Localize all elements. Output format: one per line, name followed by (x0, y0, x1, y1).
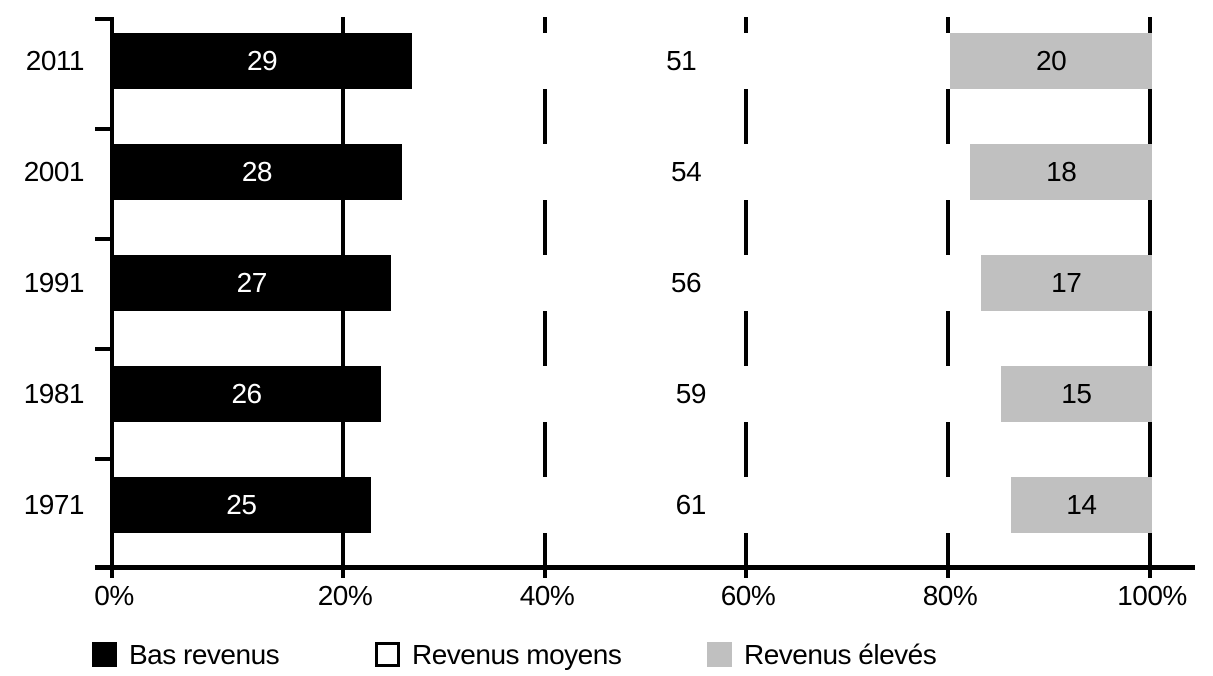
y-axis-tick (95, 237, 112, 241)
bar-value-label: 17 (1051, 267, 1082, 298)
category-label: 2001 (23, 156, 85, 187)
bar-segment-revenus-moyens: 51 (412, 33, 951, 89)
x-axis-tick-label: 40% (519, 580, 575, 611)
y-axis-tick (95, 17, 112, 21)
x-axis-tick-label: 60% (720, 580, 776, 611)
bar-value-label: 54 (671, 156, 702, 187)
bar-value-label: 27 (236, 267, 268, 298)
bar-row-2011: 2011 29 51 20 (0, 33, 1213, 89)
bar-value-label: 56 (670, 267, 702, 298)
category-label: 2011 (25, 45, 85, 76)
bar-row-2001: 2001 28 54 18 (0, 144, 1213, 200)
bar-value-label: 18 (1046, 156, 1077, 187)
x-axis-tick-label: 0% (94, 580, 134, 611)
legend-swatch-revenus-moyens (375, 642, 400, 667)
legend-label: Bas revenus (129, 639, 280, 670)
bar-value-label: 59 (675, 378, 707, 409)
bar-segment-revenus-moyens: 56 (391, 255, 981, 311)
bar-value-label: 25 (226, 489, 257, 520)
legend-label: Revenus élevés (744, 639, 937, 670)
category-label: 1971 (23, 489, 85, 520)
bar-segment-bas-revenus: 26 (112, 366, 382, 422)
bar-segment-revenus-moyens: 59 (381, 366, 1001, 422)
bar-value-label: 51 (666, 45, 697, 76)
bar-segment-bas-revenus: 29 (112, 33, 413, 89)
legend-swatch-revenus-eleves (707, 642, 732, 667)
x-axis-tick (744, 570, 748, 578)
category-label: 1991 (23, 267, 85, 298)
bar-row-1981: 1981 26 59 15 (0, 366, 1213, 422)
x-axis-line (95, 565, 1195, 570)
bar-row-1971: 1971 25 61 14 (0, 477, 1213, 533)
y-axis-tick (95, 457, 112, 461)
x-axis-tick-label: 20% (317, 580, 373, 611)
bar-segment-revenus-moyens: 61 (370, 477, 1011, 533)
bar-segment-revenus-eleves: 17 (980, 255, 1152, 311)
x-axis-tick (110, 570, 114, 578)
bar-segment-revenus-eleves: 20 (950, 33, 1152, 89)
bar-segment-bas-revenus: 25 (112, 477, 371, 533)
bar-value-label: 15 (1061, 378, 1092, 409)
bar-row-1991: 1991 27 56 17 (0, 255, 1213, 311)
bar-segment-bas-revenus: 27 (112, 255, 392, 311)
x-axis-tick-label: 100% (1117, 580, 1187, 611)
bar-segment-revenus-eleves: 14 (1010, 477, 1152, 533)
bar-segment-revenus-eleves: 15 (1000, 366, 1152, 422)
x-axis-tick (543, 570, 547, 578)
bar-value-label: 14 (1066, 489, 1097, 520)
x-axis-tick (341, 570, 345, 578)
y-axis-tick (95, 347, 112, 351)
bar-value-label: 61 (675, 489, 707, 520)
bar-value-label: 26 (231, 378, 262, 409)
bar-value-label: 29 (246, 45, 278, 76)
y-axis-tick (95, 127, 112, 131)
x-axis-tick (1148, 570, 1152, 578)
legend-label: Revenus moyens (412, 639, 622, 670)
bar-value-label: 28 (241, 156, 273, 187)
x-axis-tick (946, 570, 950, 578)
bar-segment-bas-revenus: 28 (112, 144, 402, 200)
x-axis-tick-label: 80% (922, 580, 978, 611)
legend-swatch-bas-revenus (92, 642, 117, 667)
bar-segment-revenus-eleves: 18 (970, 144, 1152, 200)
category-label: 1981 (23, 378, 85, 409)
bar-segment-revenus-moyens: 54 (401, 144, 971, 200)
bar-value-label: 20 (1036, 45, 1067, 76)
